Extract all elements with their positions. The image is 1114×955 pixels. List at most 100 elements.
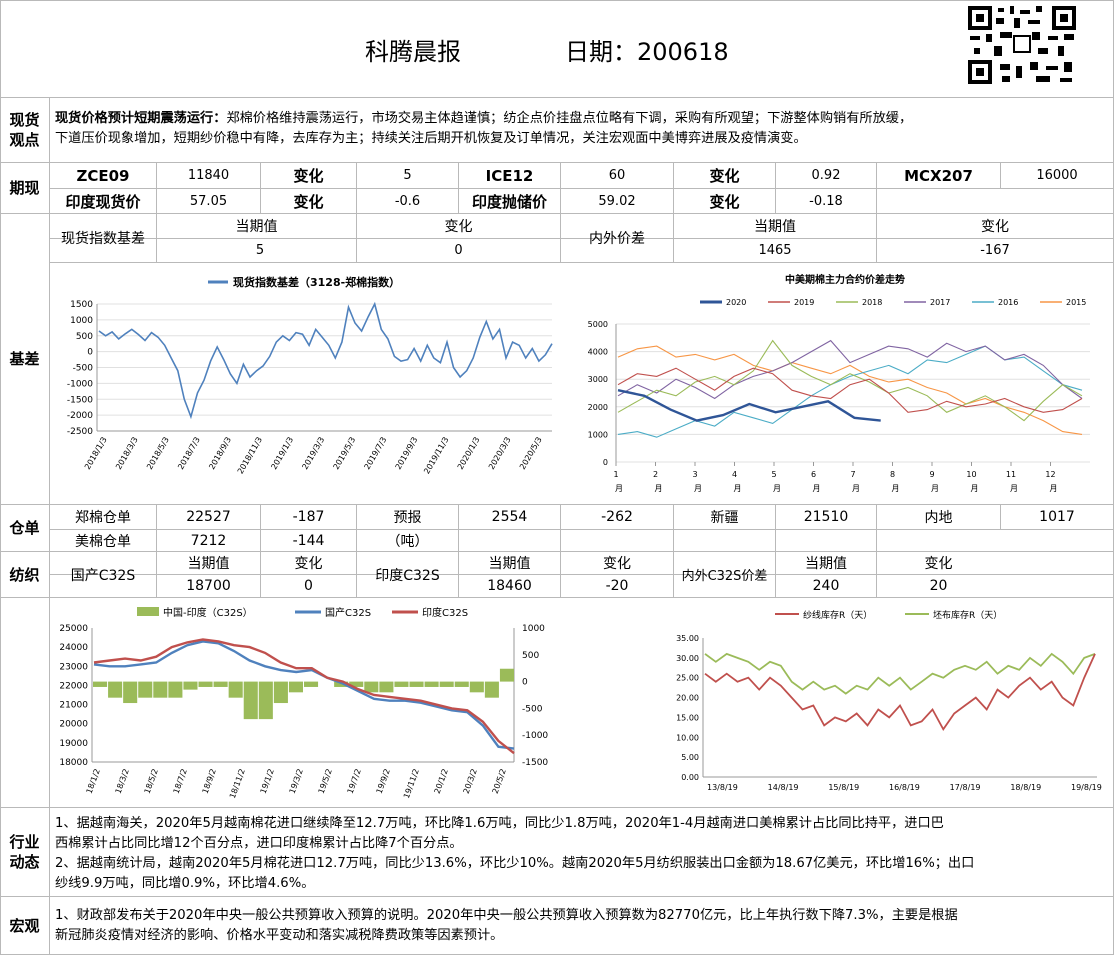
- legend-label: 2018: [862, 298, 882, 307]
- x-tick-label: 2019/5/3: [332, 436, 358, 472]
- india-spot-label: 印度现货价: [65, 192, 141, 211]
- basis-index-value: 5: [255, 243, 265, 258]
- domestic-c32s-line: [93, 640, 515, 750]
- x-tick-label: 4: [732, 470, 737, 479]
- india-reserve-value: 59.02: [598, 193, 636, 209]
- x-tick-label: 2020/3/3: [487, 436, 513, 472]
- qr-code-icon: [966, 4, 1078, 86]
- spread-header-current: 当期值: [754, 219, 796, 235]
- x-tick-label: 2018/7/3: [176, 436, 202, 472]
- series-line-2019: [617, 367, 1083, 413]
- x-tick-label: 18/8/19: [1010, 783, 1041, 792]
- diff-bar: [469, 681, 484, 693]
- diff-bar: [454, 681, 469, 687]
- x-tick-label: 7: [850, 470, 855, 479]
- yarn-header-change: 变化: [603, 556, 631, 572]
- y-tick-label: 35.00: [676, 634, 699, 643]
- x-tick-label: 2018/3/3: [114, 436, 140, 472]
- futures-mcx-value: 16000: [1036, 168, 1078, 183]
- x-tick-label: 5: [771, 470, 776, 479]
- x-tick-label: 19/9/2: [375, 768, 392, 795]
- x-tick-label: 2019/7/3: [363, 436, 389, 472]
- x-tick-label: 6: [811, 470, 816, 479]
- page-title: 科腾晨报: [365, 38, 461, 66]
- india-spot-value: 57.05: [189, 193, 228, 209]
- x-tick-unit: 月: [931, 484, 939, 493]
- legend-label: 坯布库存R（天）: [933, 609, 1002, 621]
- section-industry: 行业动态: [9, 833, 40, 871]
- india-reserve-label: 印度抛储价: [471, 192, 547, 211]
- chart-title: 中美期棉主力合约价差走势: [785, 273, 905, 286]
- diff-bar: [349, 681, 364, 687]
- inland-label: 内地: [924, 510, 953, 526]
- spread-header-change: 变化: [981, 219, 1009, 235]
- futures-ice-label: ICE12: [485, 166, 534, 185]
- industry-news-text: 1、据越南海关，2020年5月越南棉花进口继续降至12.7万吨，环比降1.6万吨…: [55, 816, 975, 891]
- x-tick-label: 13/8/19: [707, 783, 738, 792]
- us-warehouse-change: -144: [292, 532, 325, 549]
- section-spot: 现货观点: [9, 111, 40, 149]
- x-tick-label: 18/9/2: [201, 768, 218, 795]
- y-tick-label: 1000: [70, 316, 93, 326]
- y-tick-label-left: 19000: [59, 739, 88, 749]
- x-tick-label: 2018/11/3: [236, 436, 264, 476]
- futures-change-label: 变化: [709, 167, 740, 185]
- india-reserve-change: -0.18: [809, 193, 843, 209]
- x-tick-unit: 月: [773, 484, 781, 493]
- yarn-header-current: 当期值: [187, 556, 230, 572]
- y-tick-label-right: 1000: [522, 624, 545, 634]
- x-tick-label: 20/1/2: [433, 768, 450, 795]
- diff-bar: [394, 681, 409, 687]
- x-tick-label: 2019/9/3: [394, 436, 420, 472]
- diff-bar: [409, 681, 424, 687]
- diff-bar: [484, 681, 499, 698]
- india-c32s-value: 18460: [487, 578, 532, 594]
- series-line-2017: [617, 339, 1083, 400]
- x-tick-label: 2: [653, 470, 658, 479]
- y-tick-label: 5000: [588, 320, 608, 329]
- y-tick-label: -1500: [67, 395, 93, 405]
- yarn-header-current: 当期值: [488, 556, 531, 572]
- x-tick-label: 19/1/2: [259, 768, 276, 795]
- diff-bar: [93, 681, 108, 687]
- section-macro: 宏观: [9, 916, 40, 935]
- legend-label: 2019: [794, 298, 814, 307]
- y-tick-label-left: 22000: [59, 681, 88, 691]
- yarn-price-chart: 中国-印度（C32S） 国产C32S 印度C32S 25000 24000 23000 22…: [59, 606, 548, 800]
- diff-bar: [153, 681, 168, 698]
- diff-bar: [123, 681, 138, 704]
- legend-label: 中国-印度（C32S）: [163, 606, 253, 619]
- legend-label: 2020: [726, 298, 746, 307]
- legend-label: 2017: [930, 298, 950, 307]
- x-tick-label: 17/8/19: [950, 783, 981, 792]
- series-line-2020: [617, 389, 881, 422]
- forecast-label: 预报: [393, 510, 422, 526]
- series-line-2016: [617, 345, 1083, 438]
- section-yarn: 纺织: [9, 565, 40, 584]
- diff-bar: [198, 681, 213, 687]
- x-tick-label: 3: [692, 470, 697, 479]
- inland-value: 1017: [1039, 509, 1075, 525]
- x-tick-unit: 月: [655, 484, 663, 493]
- x-tick-label: 2019/3/3: [300, 436, 326, 472]
- domestic-c32s-value: 18700: [186, 578, 231, 594]
- legend-label: 现货指数基差（3128-郑棉指数）: [233, 275, 400, 289]
- macro-news-text: 1、财政部发布关于2020年中央一般公共预算收入预算的说明。2020年中央一般公…: [55, 908, 958, 943]
- y-tick-label-left: 23000: [59, 662, 88, 672]
- diff-bar: [273, 681, 288, 704]
- x-tick-unit: 月: [892, 484, 900, 493]
- diff-bar: [334, 681, 349, 687]
- x-tick-unit: 月: [852, 484, 860, 493]
- y-tick-label: 0: [603, 458, 608, 467]
- diff-bar: [243, 681, 258, 720]
- x-tick-label: 10: [966, 470, 976, 479]
- report-date: 日期：200618: [565, 38, 729, 66]
- zce-warehouse-change: -187: [292, 509, 325, 525]
- x-tick-label: 19/5/2: [317, 768, 334, 795]
- fabric-inventory-line: [704, 652, 1096, 695]
- us-warehouse-value: 7212: [190, 532, 227, 549]
- x-tick-label: 18/7/2: [172, 768, 189, 795]
- x-tick-label: 15/8/19: [828, 783, 859, 792]
- zce-warehouse-value: 22527: [186, 509, 231, 525]
- domestic-c32s-label: 国产C32S: [70, 567, 136, 584]
